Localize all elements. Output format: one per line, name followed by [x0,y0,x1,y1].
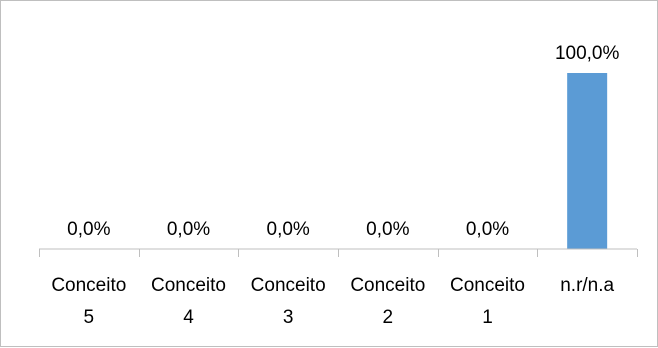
bars-group [567,73,608,249]
data-labels-group: 0,0% 0,0% 0,0% 0,0% 0,0% 100,0% [67,43,619,240]
category-label: n.r/n.a [560,275,614,296]
data-label: 100,0% [555,43,620,64]
category-label: Conceito 5 [51,275,126,328]
category-label: Conceito 2 [350,275,425,328]
category-label: Conceito 1 [450,275,525,328]
bar [567,73,608,249]
data-label: 0,0% [267,219,310,240]
data-label: 0,0% [366,219,409,240]
data-label: 0,0% [67,219,110,240]
category-label: Conceito 4 [151,275,226,328]
data-label: 0,0% [167,219,210,240]
category-labels-group: Conceito 5 Conceito 4 Conceito 3 Conceito 2 Conc… [51,275,614,328]
data-label: 0,0% [466,219,509,240]
x-axis [39,248,638,257]
category-label: Conceito 3 [251,275,326,328]
